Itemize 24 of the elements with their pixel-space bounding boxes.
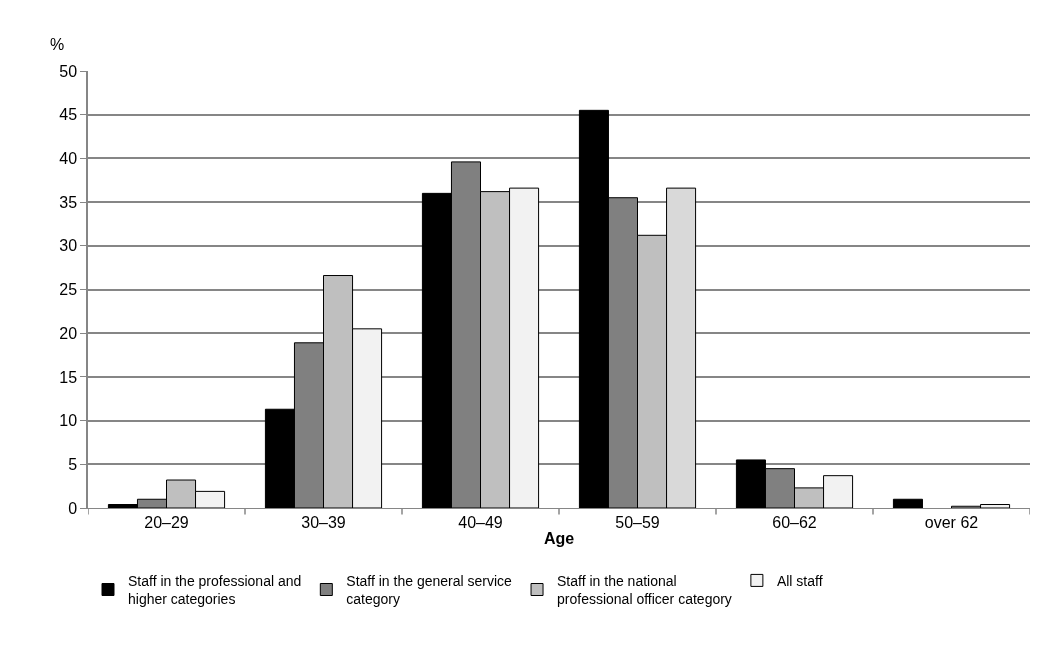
y-axis-title: % bbox=[50, 36, 65, 53]
y-tick-label: 25 bbox=[59, 281, 78, 299]
y-tick-label: 20 bbox=[59, 324, 78, 342]
bar bbox=[892, 498, 923, 508]
y-tick-label: 10 bbox=[59, 412, 78, 430]
legend-label: Staff in the general service category bbox=[346, 572, 513, 608]
y-tick-label: 30 bbox=[59, 237, 78, 255]
x-tick-label: 20–29 bbox=[144, 514, 189, 532]
x-tick-label: over 62 bbox=[924, 514, 979, 532]
x-tick-label: 50–59 bbox=[615, 514, 660, 532]
x-tick-label: 30–39 bbox=[301, 514, 346, 532]
y-tick-label: 0 bbox=[68, 499, 78, 517]
legend-label: All staff bbox=[776, 572, 823, 589]
y-tick-label: 5 bbox=[68, 455, 78, 473]
y-tick-label: 40 bbox=[59, 150, 78, 167]
y-tick-label: 15 bbox=[59, 368, 78, 386]
x-tick-label: 60–62 bbox=[772, 514, 817, 532]
x-tick-label: 40–49 bbox=[458, 514, 503, 532]
x-axis-title: Age bbox=[543, 529, 575, 547]
y-tick-label: 50 bbox=[59, 62, 78, 80]
y-tick-label: 35 bbox=[59, 193, 78, 211]
legend-label: Staff in the national professional officer category bbox=[557, 572, 732, 608]
y-tick-label: 45 bbox=[59, 106, 78, 124]
legend-label: Staff in the professional and higher categories bbox=[128, 572, 302, 608]
